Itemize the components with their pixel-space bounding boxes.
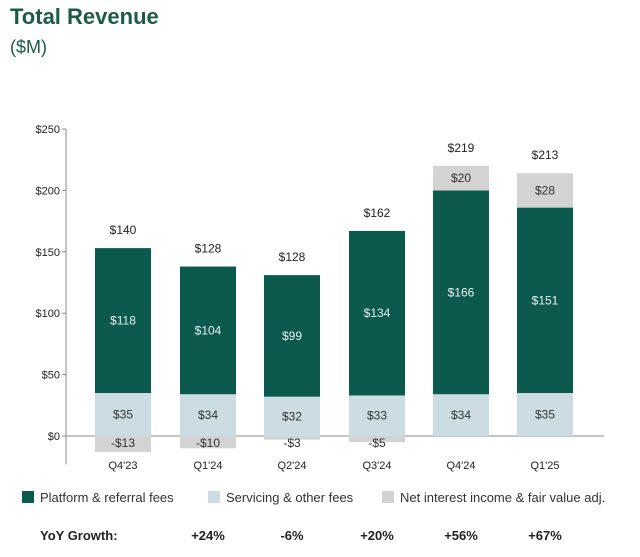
bar-platform-label: $166 bbox=[448, 285, 475, 299]
bar-platform-label: $104 bbox=[195, 323, 222, 337]
yoy-growth-row: YoY Growth: +24% -6% +20% +56% +67% bbox=[40, 528, 562, 543]
bar-servicing-label: $33 bbox=[367, 409, 387, 423]
bar-servicing bbox=[264, 396, 320, 436]
bar-servicing bbox=[433, 394, 489, 436]
bar-net-interest-label: -$13 bbox=[111, 436, 135, 450]
bar-total-label: $219 bbox=[448, 141, 475, 155]
bar-net-interest-label: -$10 bbox=[196, 436, 220, 450]
y-tick-label: $250 bbox=[36, 124, 60, 136]
yoy-growth-value: +24% bbox=[191, 528, 225, 543]
x-category-label: Q3'24 bbox=[362, 460, 391, 472]
bar-servicing-label: $34 bbox=[198, 408, 218, 422]
bar-net-interest-label: $28 bbox=[535, 183, 555, 197]
bar-platform-label: $151 bbox=[532, 293, 559, 307]
bars: $35 $118 -$13 $140 Q4'23 $34 $104 -$10 $128 Q1'24… bbox=[95, 141, 573, 472]
bar-net-interest bbox=[264, 436, 320, 440]
chart-subtitle: ($M) bbox=[10, 37, 47, 57]
bar-servicing-label: $35 bbox=[113, 408, 133, 422]
yoy-growth-value: +56% bbox=[444, 528, 478, 543]
legend-label: Platform & referral fees bbox=[40, 490, 174, 505]
legend-label: Net interest income & fair value adj. bbox=[400, 490, 605, 505]
bar-net-interest-label: -$3 bbox=[283, 436, 301, 450]
bar-platform-label: $99 bbox=[282, 329, 302, 343]
y-tick-label: $200 bbox=[36, 185, 60, 197]
bar-total-label: $128 bbox=[195, 242, 222, 256]
bar-net-interest bbox=[95, 436, 151, 452]
yoy-growth-value: -6% bbox=[280, 528, 304, 543]
bar-platform bbox=[264, 275, 320, 397]
yoy-growth-label: YoY Growth: bbox=[40, 528, 118, 543]
bar-platform bbox=[517, 207, 573, 394]
bar-total-label: $162 bbox=[364, 206, 391, 220]
bar-servicing bbox=[180, 394, 236, 436]
legend-swatch bbox=[382, 491, 394, 503]
x-category-label: Q1'25 bbox=[530, 460, 559, 472]
bar-platform-label: $134 bbox=[364, 306, 391, 320]
x-category-label: Q1'24 bbox=[193, 460, 222, 472]
bar-total-label: $140 bbox=[110, 223, 137, 237]
bar-servicing-label: $34 bbox=[451, 408, 471, 422]
bar-platform bbox=[433, 190, 489, 395]
bar-platform-label: $118 bbox=[110, 314, 136, 328]
bar-net-interest bbox=[349, 436, 405, 443]
bar-platform bbox=[95, 248, 151, 394]
bar-servicing-label: $35 bbox=[535, 408, 555, 422]
x-category-label: Q2'24 bbox=[277, 460, 306, 472]
y-tick-label: $100 bbox=[36, 308, 60, 320]
bar-servicing bbox=[349, 395, 405, 436]
x-category-label: Q4'24 bbox=[446, 460, 475, 472]
bar-platform bbox=[349, 230, 405, 396]
bar-platform bbox=[180, 266, 236, 395]
y-tick-label: $150 bbox=[36, 247, 60, 259]
x-category-label: Q4'23 bbox=[108, 460, 137, 472]
legend-swatch bbox=[208, 491, 220, 503]
yoy-growth-value: +20% bbox=[360, 528, 394, 543]
bar-net-interest bbox=[180, 436, 236, 449]
bar-servicing bbox=[95, 393, 151, 436]
yoy-growth-value: +67% bbox=[528, 528, 562, 543]
bar-total-label: $128 bbox=[279, 250, 306, 264]
axes: $0 $50 $100 $150 $200 $250 bbox=[36, 124, 604, 465]
chart-title: Total Revenue bbox=[10, 4, 159, 29]
bar-total-label: $213 bbox=[532, 148, 559, 162]
legend: Platform & referral fees Servicing & othe… bbox=[22, 490, 605, 505]
bar-servicing bbox=[517, 393, 573, 436]
bar-servicing-label: $32 bbox=[282, 409, 302, 423]
bar-net-interest-label: $20 bbox=[451, 171, 471, 185]
bar-net-interest-label: -$5 bbox=[368, 436, 386, 450]
legend-label: Servicing & other fees bbox=[226, 490, 354, 505]
bar-net-interest bbox=[433, 165, 489, 191]
legend-swatch bbox=[22, 491, 34, 503]
y-tick-label: $50 bbox=[42, 370, 60, 382]
y-tick-label: $0 bbox=[48, 431, 60, 443]
bar-net-interest bbox=[517, 173, 573, 208]
